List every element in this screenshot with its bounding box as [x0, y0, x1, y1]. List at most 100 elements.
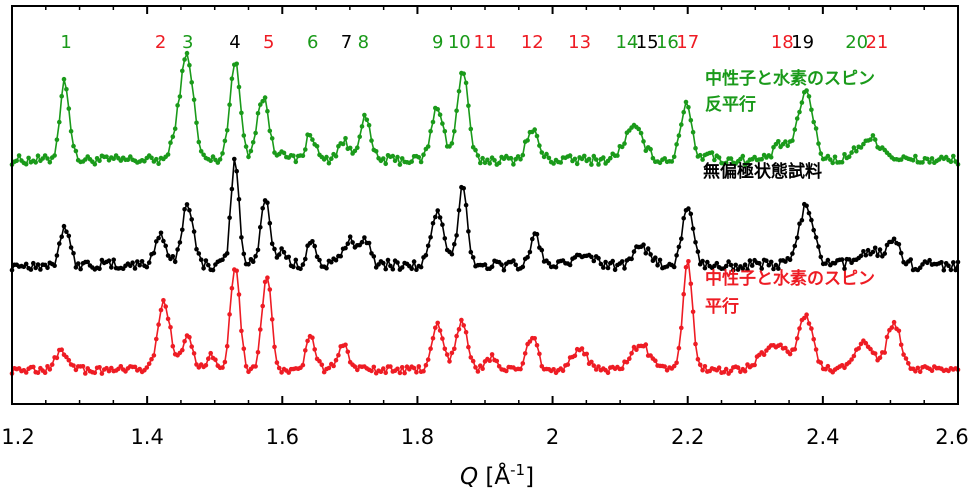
data-point [532, 336, 537, 341]
data-point [681, 291, 686, 297]
data-point [700, 258, 705, 264]
data-point [657, 160, 663, 166]
data-point [856, 346, 861, 351]
data-point [180, 68, 185, 74]
data-point [111, 156, 116, 161]
data-point [948, 159, 954, 164]
data-point [229, 285, 235, 291]
data-point [877, 247, 883, 252]
data-point [151, 250, 157, 256]
data-point [71, 251, 76, 256]
data-point [690, 226, 696, 231]
data-point [636, 126, 641, 132]
data-point [927, 257, 932, 263]
data-point [45, 265, 50, 271]
data-point [456, 208, 462, 213]
data-point [234, 268, 239, 274]
data-point [390, 266, 396, 272]
data-point [452, 241, 457, 247]
data-point [773, 262, 779, 268]
data-point [846, 154, 852, 159]
data-point [234, 61, 239, 67]
data-point [456, 89, 462, 94]
data-point [132, 266, 138, 271]
data-point [222, 359, 228, 365]
x-axis-label-exp: -1 [510, 461, 525, 479]
data-point [151, 353, 157, 358]
data-point [806, 210, 812, 216]
data-point [842, 152, 847, 157]
data-point [286, 254, 292, 260]
data-point [47, 160, 53, 165]
data-point [882, 350, 887, 355]
data-point [910, 158, 916, 163]
data-point [383, 161, 389, 167]
peak-label: 1 [60, 32, 71, 53]
data-point [286, 370, 292, 375]
data-point [383, 266, 389, 272]
data-point [797, 221, 802, 226]
data-point [38, 267, 43, 272]
data-point [449, 251, 455, 257]
data-point [253, 364, 258, 369]
data-point [712, 157, 717, 163]
peak-label: 10 [448, 32, 471, 53]
data-point [78, 266, 83, 272]
data-point [333, 153, 339, 159]
data-point [217, 157, 223, 162]
data-point [276, 365, 282, 371]
data-point [260, 98, 266, 104]
data-point [175, 103, 180, 108]
data-point [333, 357, 339, 363]
data-point [130, 260, 135, 266]
data-point [262, 95, 268, 100]
data-point [478, 160, 483, 166]
peak-label: 15 [636, 32, 659, 53]
data-point [849, 150, 854, 155]
data-point [198, 149, 204, 154]
x-axis: 1.2 1.4 1.6 1.8 2 2.2 2.4 2.6 [1, 6, 969, 449]
data-point [66, 357, 72, 363]
data-point [241, 251, 247, 257]
data-point [381, 366, 386, 371]
data-point [861, 249, 866, 254]
data-point [534, 343, 540, 348]
data-point [409, 159, 415, 164]
data-point [59, 234, 64, 239]
data-point [525, 254, 530, 260]
data-point [906, 361, 911, 366]
data-point [430, 221, 436, 226]
data-point [865, 247, 871, 253]
data-point [255, 111, 261, 116]
data-point [877, 355, 883, 361]
data-point [220, 257, 225, 263]
data-point [470, 255, 476, 260]
x-tick-label: 2 [546, 425, 559, 449]
series-label: 反平行 [705, 94, 756, 115]
data-point [399, 265, 405, 270]
data-point [671, 264, 677, 270]
data-point [31, 364, 36, 370]
data-point [619, 366, 625, 372]
peak-label: 18 [771, 32, 794, 53]
data-point [172, 126, 178, 131]
data-point [329, 156, 334, 161]
data-point [203, 363, 209, 368]
data-point [612, 267, 618, 273]
data-point [293, 159, 299, 165]
data-point [229, 186, 235, 192]
data-point [369, 368, 374, 374]
data-point [435, 320, 441, 326]
data-point [799, 100, 805, 105]
data-point [459, 317, 464, 323]
data-point [553, 264, 559, 270]
data-point [693, 145, 698, 151]
data-point [768, 259, 774, 265]
data-point [14, 158, 19, 164]
data-point [466, 344, 471, 350]
data-point [182, 207, 187, 212]
data-point [303, 256, 308, 262]
data-point [811, 227, 816, 233]
data-point [161, 238, 166, 244]
data-point [16, 153, 22, 158]
